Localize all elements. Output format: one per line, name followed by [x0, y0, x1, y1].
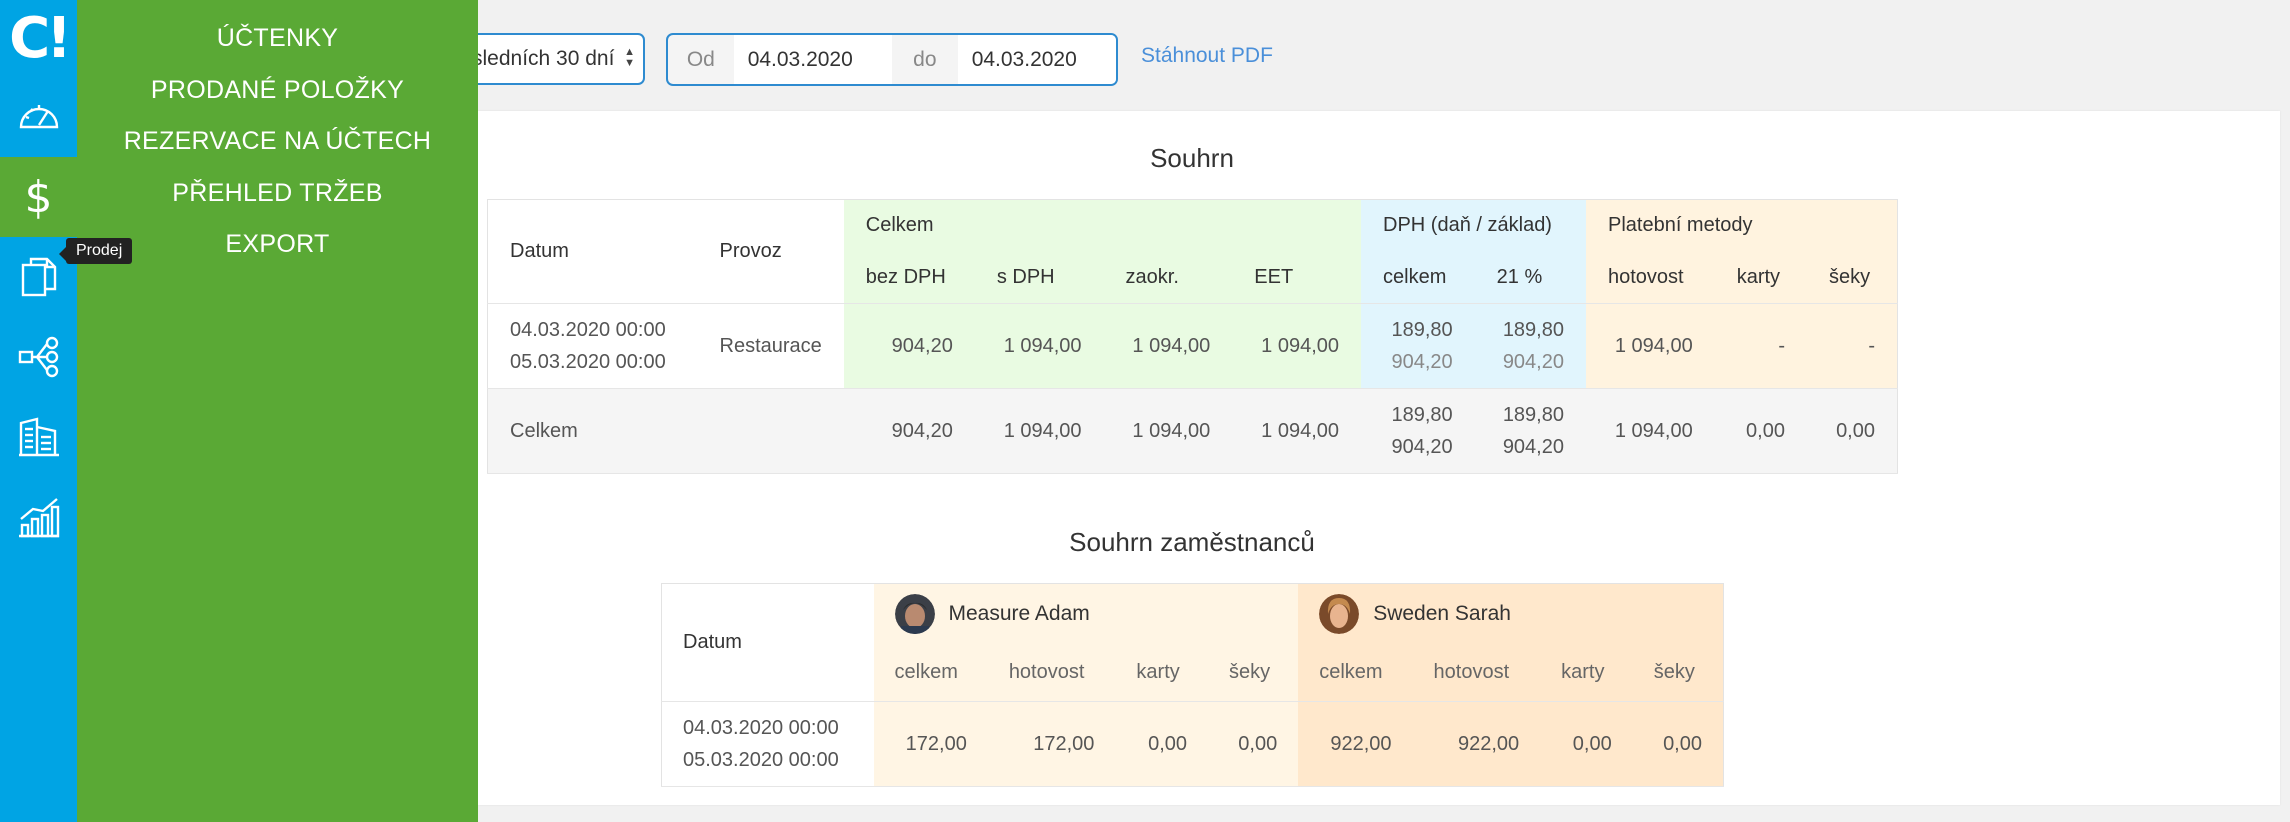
adam-hotovost: 172,00 [987, 701, 1116, 787]
summary-title: Souhrn [1150, 143, 1234, 173]
col-group-celkem: Celkem [843, 199, 1362, 252]
building-icon [18, 417, 59, 457]
rail-tooltip: Prodej [58, 238, 133, 264]
sarah-seky: 0,00 [1632, 701, 1724, 787]
avatar-sarah [1319, 593, 1360, 634]
row-date: 04.03.2020 00:00 05.03.2020 00:00 [487, 303, 698, 389]
col-hotovost: hotovost [1585, 251, 1715, 304]
employees-table: Datum Measure Adam [661, 583, 1724, 787]
icon-rail: C! $ [0, 0, 77, 822]
adam-celkem: 172,00 [873, 701, 988, 787]
emp-header-adam: Measure Adam [873, 583, 1299, 644]
adam-karty: 0,00 [1115, 701, 1209, 787]
from-date-input[interactable]: 04.03.2020 [733, 35, 892, 84]
col-datum: Datum [487, 199, 698, 304]
sarah-celkem: 922,00 [1298, 701, 1413, 787]
total-eet: 1 094,00 [1232, 388, 1362, 474]
row-bez-dph: 904,20 [843, 303, 975, 389]
row-dph-celkem: 189,80 904,20 [1361, 303, 1475, 389]
emp-col-hotovost: hotovost [1412, 643, 1541, 702]
menu-item-rezervace[interactable]: REZERVACE NA ÚČTECH [123, 127, 432, 155]
col-seky: šeky [1806, 251, 1898, 304]
sarah-hotovost: 922,00 [1412, 701, 1541, 787]
emp-name-sarah: Sweden Sarah [1373, 601, 1511, 625]
total-dph-21: 189,80 904,20 [1474, 388, 1586, 474]
col-dph-21: 21 % [1474, 251, 1586, 304]
emp-col-datum: Datum [661, 583, 874, 702]
period-select-value: sledních 30 dní [472, 47, 615, 70]
sarah-karty: 0,00 [1540, 701, 1633, 787]
documents-icon [21, 257, 56, 297]
avatar-adam [894, 593, 935, 634]
to-label: do [913, 48, 937, 71]
col-eet: EET [1232, 251, 1362, 304]
from-label: Od [686, 48, 715, 71]
row-seky: - [1806, 303, 1898, 389]
menu-item-prehled-trzeb[interactable]: PŘEHLED TRŽEB [172, 178, 383, 207]
content-card: Souhrn Datum Provoz Celkem DPH (daň / zá… [478, 111, 2280, 805]
rail-item-sales[interactable]: $ [0, 157, 77, 237]
rail-item-buildings[interactable] [0, 397, 77, 477]
employees-title: Souhrn zaměstnanců [1069, 527, 1315, 557]
adam-seky: 0,00 [1208, 701, 1299, 787]
summary-table: Datum Provoz Celkem DPH (daň / základ) P… [487, 199, 1898, 474]
table-row: 04.03.2020 00:00 05.03.2020 00:00 172,00 … [661, 701, 1724, 787]
row-eet: 1 094,00 [1232, 303, 1362, 389]
col-group-dph: DPH (daň / základ) [1361, 199, 1586, 252]
row-zaokr: 1 094,00 [1103, 303, 1233, 389]
download-pdf-link[interactable]: Stáhnout PDF [1141, 44, 1273, 67]
col-karty: karty [1714, 251, 1807, 304]
col-s-dph: s DPH [974, 251, 1104, 304]
to-date-input[interactable]: 04.03.2020 [957, 35, 1116, 84]
total-hotovost: 1 094,00 [1585, 388, 1715, 474]
total-zaokr: 1 094,00 [1103, 388, 1233, 474]
col-provoz: Provoz [697, 199, 844, 304]
row-dph-21: 189,80 904,20 [1474, 303, 1586, 389]
emp-col-seky: šeky [1208, 643, 1299, 702]
col-bez-dph: bez DPH [843, 251, 975, 304]
emp-col-hotovost: hotovost [987, 643, 1116, 702]
total-row: Celkem 904,20 1 094,00 1 094,00 1 094,00… [487, 388, 1898, 474]
emp-name-adam: Measure Adam [948, 601, 1090, 625]
menu-item-export[interactable]: EXPORT [225, 230, 330, 258]
table-row: 04.03.2020 00:00 05.03.2020 00:00 Restaur… [487, 303, 1898, 389]
emp-row-date: 04.03.2020 00:00 05.03.2020 00:00 [661, 701, 874, 787]
emp-col-celkem: celkem [873, 643, 988, 702]
emp-col-karty: karty [1115, 643, 1209, 702]
total-karty: 0,00 [1714, 388, 1807, 474]
col-dph-celkem: celkem [1361, 251, 1475, 304]
total-s-dph: 1 094,00 [974, 388, 1104, 474]
sales-menu: ÚČTENKY PRODANÉ POLOŽKY REZERVACE NA ÚČT… [77, 0, 478, 822]
col-group-platebni: Platební metody [1585, 199, 1898, 252]
select-arrows-icon: ▲ ▼ [624, 46, 635, 69]
emp-col-karty: karty [1540, 643, 1633, 702]
emp-col-seky: šeky [1632, 643, 1724, 702]
emp-col-celkem: celkem [1298, 643, 1413, 702]
row-karty: - [1714, 303, 1807, 389]
total-dph-celkem: 189,80 904,20 [1361, 388, 1475, 474]
date-range: Od 04.03.2020 do 04.03.2020 [666, 33, 1118, 86]
row-s-dph: 1 094,00 [974, 303, 1104, 389]
menu-item-uctenky[interactable]: ÚČTENKY [216, 24, 339, 52]
col-zaokr: zaokr. [1103, 251, 1233, 304]
total-seky: 0,00 [1806, 388, 1898, 474]
row-hotovost: 1 094,00 [1585, 303, 1715, 389]
dollar-icon: $ [24, 171, 53, 223]
total-label: Celkem [487, 388, 844, 474]
row-provoz: Restaurace [697, 303, 844, 389]
chart-icon [18, 498, 59, 538]
total-bez-dph: 904,20 [843, 388, 975, 474]
rail-item-network[interactable] [0, 317, 77, 397]
rail-item-documents[interactable] [0, 237, 77, 317]
rail-item-reports[interactable] [0, 477, 77, 557]
rail-item-dashboard[interactable] [0, 77, 77, 157]
menu-item-prodane-polozky[interactable]: PRODANÉ POLOŽKY [150, 75, 405, 104]
app-logo[interactable]: C! [9, 6, 72, 71]
emp-header-sarah: Sweden Sarah [1298, 583, 1724, 644]
dashboard-icon [19, 105, 58, 129]
network-icon [18, 336, 58, 378]
